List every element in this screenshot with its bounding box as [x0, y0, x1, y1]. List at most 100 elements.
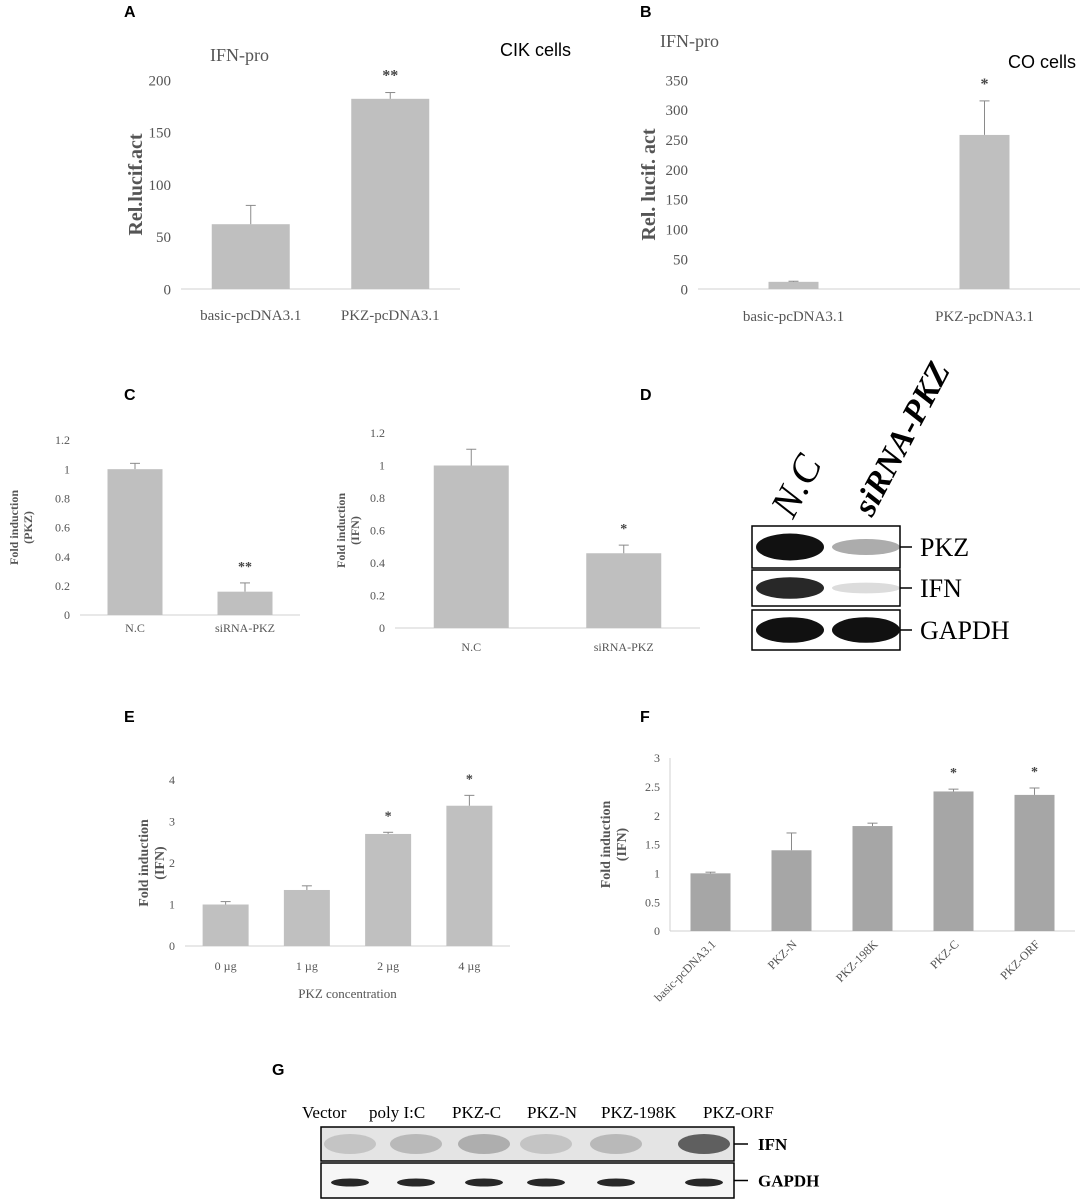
panel-label-c: C [124, 387, 136, 404]
y-tick-label: 0.4 [55, 550, 70, 564]
blot-d-band [832, 617, 900, 643]
blot-g-band [527, 1178, 565, 1187]
y-tick-label: 0 [681, 282, 689, 298]
bar [586, 553, 662, 628]
panel-label-f: F [640, 709, 650, 726]
x-tick-label: siRNA-PKZ [215, 621, 275, 635]
y-tick-label: 2.5 [645, 780, 660, 794]
y-tick-label: 250 [666, 133, 689, 149]
x-tick-label: 4 µg [458, 959, 480, 973]
bar [446, 805, 493, 946]
y-axis-label: Fold induction(PKZ) [7, 490, 35, 565]
panel-label-b: B [640, 4, 652, 21]
blot-g-lane-label-pkz-n: PKZ-N [527, 1103, 577, 1122]
bar [351, 98, 430, 289]
y-tick-label: 0.6 [55, 521, 70, 535]
significance-marker: ** [382, 68, 398, 85]
y-axis-label: Fold induction(IFN) [334, 493, 362, 568]
blot-g-lane-label-pkz-c: PKZ-C [452, 1103, 501, 1122]
bar [202, 904, 249, 946]
blot-g-strip [320, 1162, 735, 1199]
y-tick-label: 0 [169, 939, 175, 953]
chart-b: 0 50 100 150 200 250 300 350 Rel. lucif. act IFN-… [638, 31, 1080, 325]
significance-marker: * [950, 766, 957, 781]
y-tick-label: 2 [169, 856, 175, 870]
panel-label-e: E [124, 709, 135, 726]
bar [1014, 794, 1055, 931]
x-tick-label: PKZ-C [927, 937, 961, 971]
blot-d-strip [751, 525, 901, 569]
chart-a: 0 50 100 150 200 Rel.lucif.act IFN-pro CIK cell… [125, 40, 571, 324]
blot-g-band [465, 1178, 503, 1187]
y-axis-label: Fold induction(IFN) [599, 801, 630, 889]
y-tick-label: 150 [666, 193, 689, 209]
significance-marker: * [385, 809, 392, 824]
y-tick-label: 3 [169, 815, 175, 829]
blot-g-band [678, 1134, 730, 1154]
y-tick-label: 0.8 [370, 491, 385, 505]
blot-g-band [390, 1134, 442, 1154]
western-blot-g: Vector poly I:C PKZ-C PKZ-N PKZ-198K PKZ… [302, 1103, 819, 1199]
blot-d-lane-label-sirna: siRNA-PKZ [846, 356, 958, 523]
chart-c1: 0 0.2 0.4 0.6 0.8 1 1.2 Fold induction(PKZ) N.C *… [7, 433, 300, 635]
bar [959, 134, 1010, 289]
y-tick-label: 3 [654, 751, 660, 765]
y-tick-label: 200 [149, 73, 172, 89]
x-tick-label: PKZ-198K [833, 937, 881, 985]
blot-d-band [756, 577, 824, 599]
x-tick-label: basic-pcDNA3.1 [651, 937, 718, 1004]
bar [211, 224, 290, 289]
y-tick-label: 300 [666, 103, 689, 119]
bar [433, 465, 509, 628]
x-tick-label: 0 µg [215, 959, 237, 973]
bar [217, 591, 273, 615]
x-tick-label: PKZ-pcDNA3.1 [935, 309, 1034, 325]
chart-f: 0 0.5 1 1.5 2 2.5 3 Fold induction(IFN) basic-pc… [599, 751, 1075, 1004]
cell-type-annotation: CIK cells [500, 40, 571, 60]
y-tick-label: 1 [379, 459, 385, 473]
x-tick-label: PKZ-N [765, 937, 800, 972]
blot-g-strip [320, 1126, 735, 1162]
x-tick-label: basic-pcDNA3.1 [200, 308, 301, 324]
chart-title: IFN-pro [210, 45, 269, 65]
y-axis-label: Fold induction(IFN) [137, 819, 168, 907]
y-tick-label: 4 [169, 773, 175, 787]
y-tick-label: 1 [64, 462, 70, 476]
bar [933, 791, 974, 931]
blot-g-lane-label-pkz-orf: PKZ-ORF [703, 1103, 774, 1122]
y-tick-label: 0 [379, 621, 385, 635]
y-tick-label: 0.5 [645, 895, 660, 909]
y-tick-label: 1.2 [55, 433, 70, 447]
y-axis-label: Rel. lucif. act [638, 128, 660, 241]
x-tick-label: PKZ-pcDNA3.1 [341, 308, 440, 324]
chart-title: IFN-pro [660, 31, 719, 51]
blot-g-lane-label-pkz-198k: PKZ-198K [601, 1103, 677, 1122]
significance-marker: * [981, 76, 989, 93]
y-tick-label: 1 [169, 898, 175, 912]
y-tick-label: 1 [654, 867, 660, 881]
y-tick-label: 200 [666, 163, 689, 179]
bar [107, 469, 163, 615]
cell-type-annotation: CO cells [1008, 52, 1076, 72]
significance-marker: * [620, 522, 627, 537]
panel-label-a: A [124, 4, 136, 21]
y-tick-label: 100 [666, 223, 689, 239]
blot-g-band [597, 1178, 635, 1187]
y-tick-label: 1.2 [370, 426, 385, 440]
blot-d-lane-label-nc: N.C [761, 446, 832, 525]
x-axis-label: PKZ concentration [298, 986, 397, 1001]
blot-d-band [832, 582, 900, 594]
x-tick-label: N.C [125, 621, 145, 635]
chart-c2: 0 0.2 0.4 0.6 0.8 1 1.2 Fold induction(IFN) N.C *… [334, 426, 700, 654]
x-tick-label: PKZ-ORF [997, 937, 1042, 982]
y-tick-label: 0 [654, 924, 660, 938]
blot-g-band [331, 1178, 369, 1187]
y-tick-label: 0.4 [370, 556, 385, 570]
bar [690, 873, 731, 931]
blot-d-band [756, 533, 824, 561]
bar [283, 889, 330, 946]
significance-marker: * [1031, 765, 1038, 780]
blot-d-band-label: IFN [920, 574, 962, 603]
y-tick-label: 0 [164, 282, 172, 298]
